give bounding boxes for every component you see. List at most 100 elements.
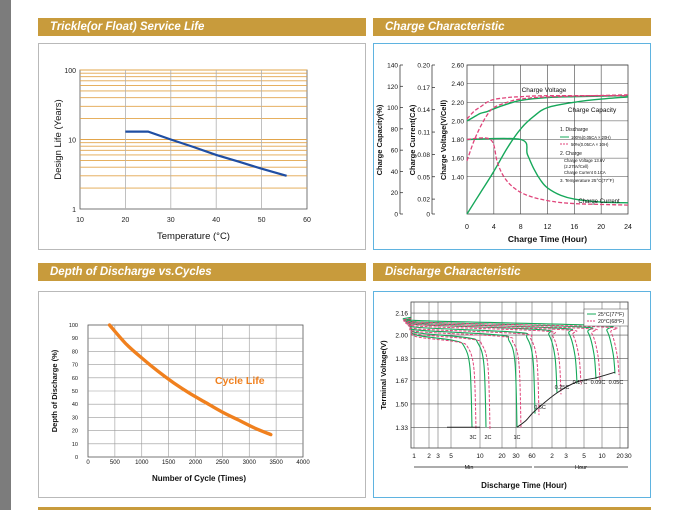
x-tick-label: 3: [436, 453, 440, 460]
y-tick-label: 80: [72, 349, 78, 355]
note-line: 50%(0.05CA × 10H): [571, 142, 609, 147]
y-tick-label: 1.40: [451, 174, 464, 181]
y-tick-label: 70: [72, 363, 78, 369]
y-tick-label: 2.16: [395, 311, 408, 318]
cycle-life-curve: [107, 323, 273, 437]
legend-box: [583, 308, 629, 327]
note-line: 2. Charge: [560, 151, 582, 157]
x-axis-label: Number of Cycle (Times): [152, 474, 246, 483]
legend-label: 20°C(68°F): [598, 319, 624, 325]
y-tick-label: 0: [75, 455, 78, 461]
discharge-curve-20c: [403, 319, 601, 381]
x-tick-label: 2500: [216, 460, 230, 466]
discharge-curve-25c: [408, 323, 536, 414]
charge-curve-current-100: [466, 137, 629, 204]
x-tick-label: 20: [597, 224, 605, 231]
y-tick-label: 1.83: [395, 356, 408, 363]
note-line: Charge Voltage 13.6V: [564, 158, 605, 163]
x-axis-label: Charge Time (Hour): [508, 234, 587, 244]
y-tick-label: 1: [72, 207, 76, 214]
y-tick-label: 40: [391, 169, 399, 176]
section-header-discharge: Discharge Characteristic: [373, 263, 651, 281]
y-tick-label: 1.50: [395, 401, 408, 408]
annotation-charge-voltage: Charge Voltage: [522, 87, 567, 94]
charge-curve-voltage-50: [466, 95, 629, 120]
y-tick-label: 120: [387, 84, 398, 91]
x-axis-label: Temperature (°C): [157, 231, 230, 242]
x-tick-label: 4: [492, 224, 496, 231]
x-tick-label: 10: [476, 453, 484, 460]
charge-curve-capacity-100: [466, 96, 629, 215]
x-unit-hour: Hour: [575, 465, 587, 471]
y-tick-label: 40: [72, 402, 78, 408]
x-tick-label: 3: [564, 453, 568, 460]
x-tick-label: 30: [624, 453, 632, 460]
rate-label: 2C: [484, 435, 491, 441]
y-axis-label: Terminal Voltage(V): [379, 340, 388, 410]
rate-label: 0.05C: [609, 380, 624, 386]
y-tick-label: 20: [72, 429, 78, 435]
trickle-life-panel: 10 20 30 40 50 60 100 10 1 Temperature (°C) Design…: [38, 43, 366, 250]
y-tick-label: 10: [68, 138, 76, 145]
y-tick-label: 0.08: [417, 152, 430, 159]
service-life-line: [125, 130, 287, 177]
rate-label: 0.25C: [555, 385, 570, 391]
section-header-charge: Charge Characteristic: [373, 18, 651, 36]
x-tick-label: 20: [616, 453, 624, 460]
y-tick-label: 90: [72, 336, 78, 342]
y-tick-label: 50: [72, 389, 78, 395]
note-line: 1. Discharge: [560, 127, 588, 133]
charge-curve-current-50: [466, 137, 629, 206]
discharge-curve-20c: [410, 332, 477, 429]
charge-characteristic-chart: 0 4 8 12 16 20 24 Charge Time (Hour) 0 20 40 60 80 10…: [375, 63, 632, 245]
y-tick-label: 0.14: [417, 107, 430, 114]
y-tick-label: 0: [394, 212, 398, 219]
charge-characteristic-panel: 0 4 8 12 16 20 24 Charge Time (Hour) 0 20 40 60 80 10…: [373, 43, 651, 250]
section-header-trickle: Trickle(or Float) Service Life: [38, 18, 366, 36]
y-tick-label: 100: [387, 105, 398, 112]
discharge-curve-20c: [408, 324, 540, 416]
y-tick-label: 100: [69, 323, 78, 329]
y-tick-label: 0.20: [417, 63, 430, 70]
x-unit-min: Min: [465, 465, 474, 471]
y-tick-label: 2.00: [451, 118, 464, 125]
discharge-characteristic-panel: 1.33 1.50 1.67 1.83 2.00 2.16 1 2 3 5 10 20 30 60 2 3 5 1…: [373, 291, 651, 498]
discharge-characteristic-chart: 1.331.501.671.832.002.161 2 3 5 10 20 30 60 2 3 5 1…: [379, 301, 632, 490]
x-tick-label: 2: [427, 453, 431, 460]
note-line: 3. Temperature 25°C(77°F): [560, 178, 615, 183]
discharge-curve-20c: [406, 321, 562, 395]
x-tick-label: 1000: [135, 460, 149, 466]
discharge-curve-20c: [405, 320, 582, 385]
y-tick-label: 60: [72, 376, 78, 382]
section-header-dod: Depth of Discharge vs.Cycles: [38, 263, 366, 281]
end-voltage-curve: [516, 371, 616, 428]
y-tick-label: 2.40: [451, 81, 464, 88]
annotation-charge-current: Charge Current: [578, 199, 620, 205]
y-axis-label: Design Life (Years): [53, 99, 64, 179]
left-edge-strip: [0, 0, 11, 510]
x-tick-label: 3000: [243, 460, 257, 466]
y-tick-label: 30: [72, 415, 78, 421]
x-tick-label: 4000: [296, 460, 310, 466]
discharge-curve-25c: [405, 319, 578, 384]
legend-label: 25°C(77°F): [598, 312, 624, 318]
x-tick-label: 12: [544, 224, 552, 231]
y-tick-label: 60: [391, 148, 399, 155]
x-tick-label: 10: [598, 453, 606, 460]
y-tick-label: 1.33: [395, 425, 408, 432]
x-axis-label: Discharge Time (Hour): [481, 481, 567, 490]
y-axis-label: Charge Current(CA): [408, 104, 417, 175]
x-tick-label: 0: [86, 460, 90, 466]
rate-label: 1C: [513, 435, 520, 441]
note-line: Charge Current 0.1CA: [564, 170, 606, 175]
rate-label: 0.17C: [573, 380, 588, 386]
charge-curve-capacity-50: [466, 94, 629, 162]
y-tick-label: 80: [391, 126, 399, 133]
y-tick-label: 2.20: [451, 100, 464, 107]
y-tick-label: 100: [64, 68, 76, 75]
note-line: (2.275V/Cell): [564, 164, 589, 169]
annotation-cycle-life: Cycle Life: [215, 375, 265, 387]
y-axis-label: Depth of Discharge (%): [50, 349, 59, 432]
x-tick-label: 1500: [162, 460, 176, 466]
